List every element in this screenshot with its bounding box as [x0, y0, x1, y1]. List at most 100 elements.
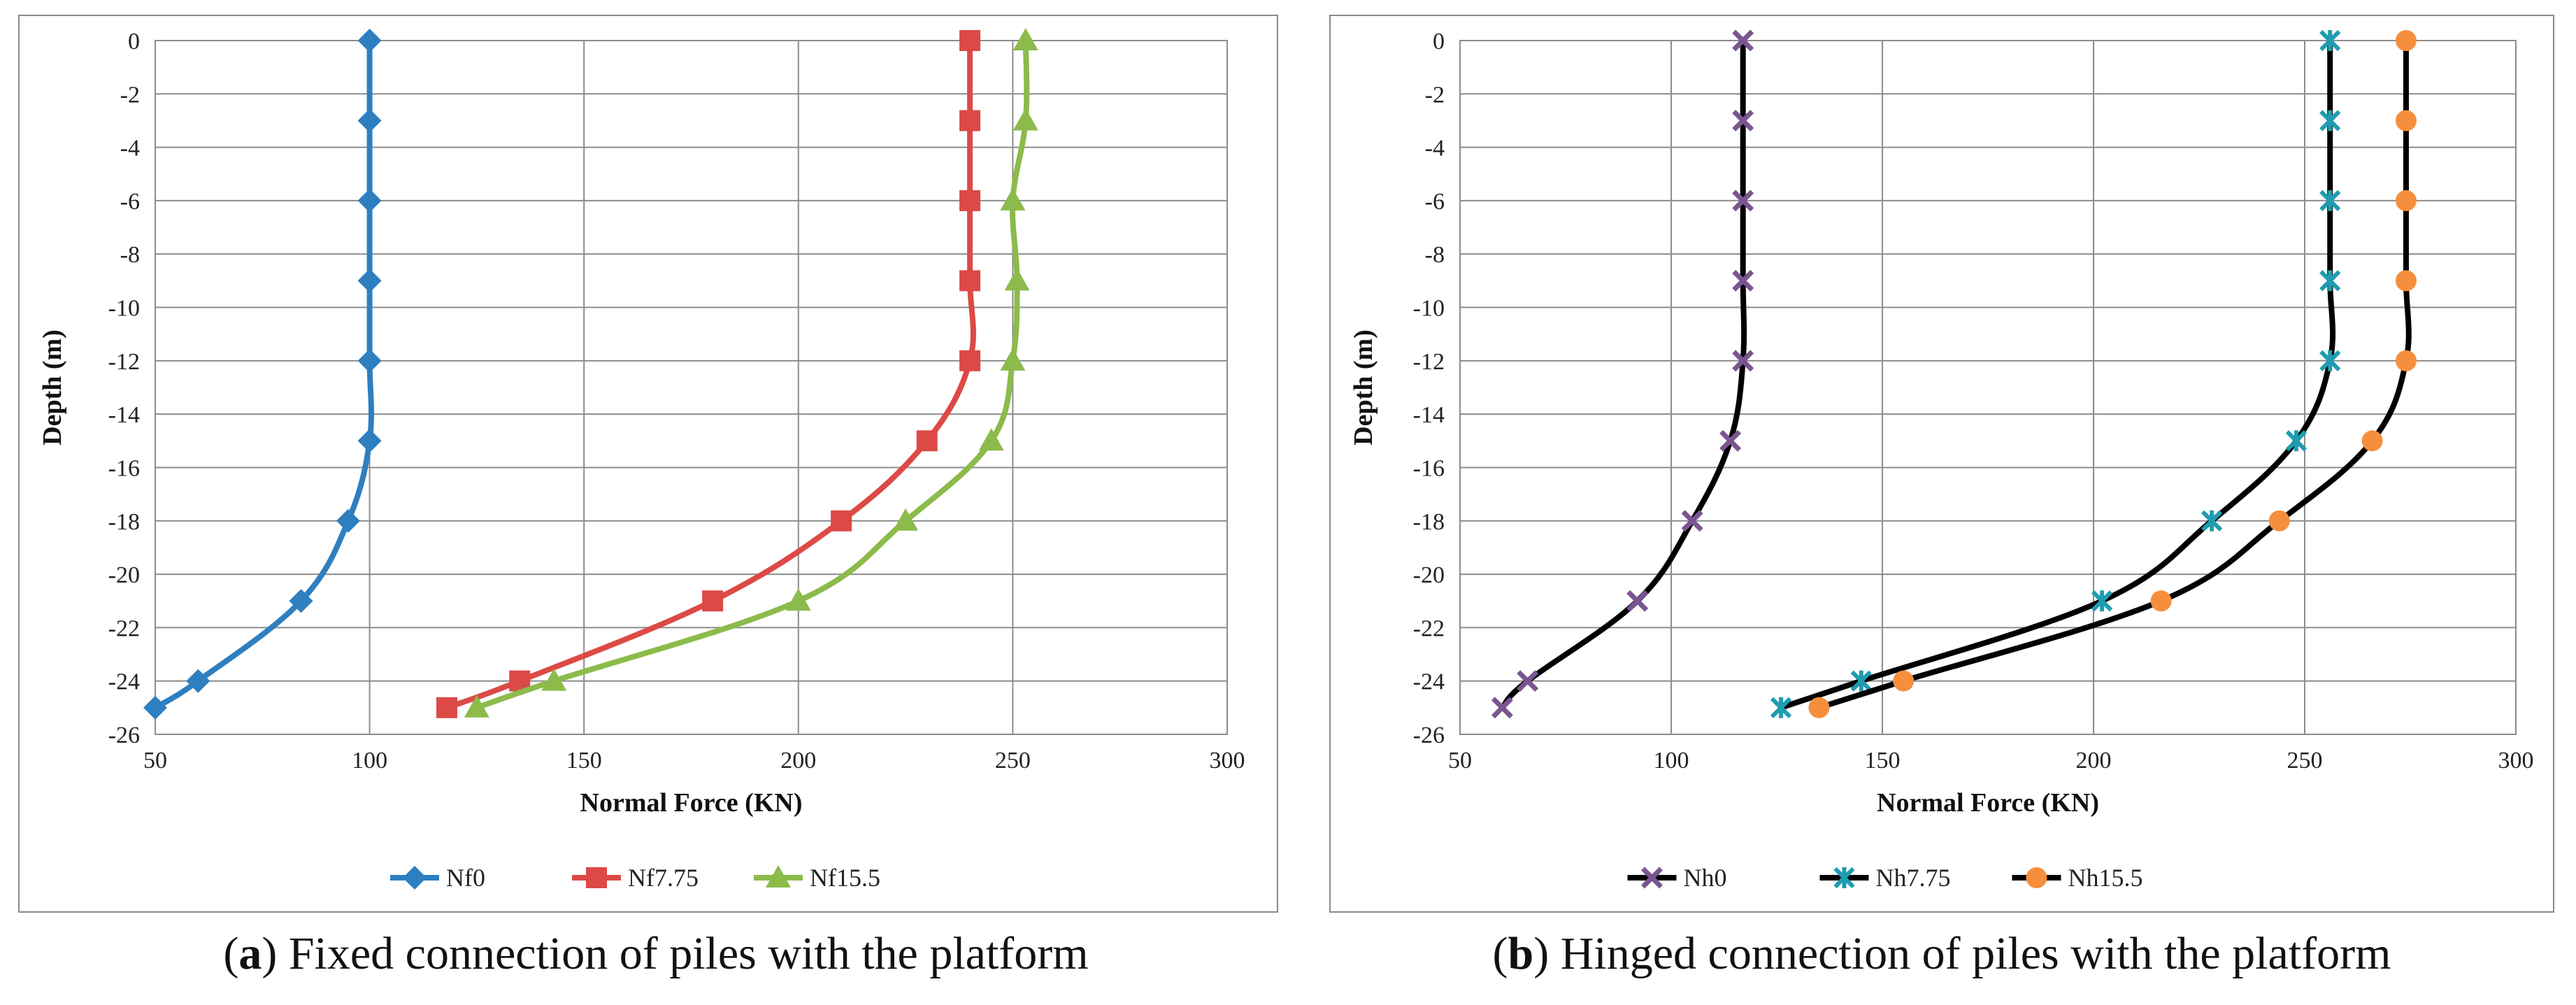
data-point — [1012, 28, 1038, 50]
data-point — [1000, 348, 1026, 371]
legend-marker — [766, 865, 791, 888]
data-point — [1808, 697, 1830, 718]
y-tick-label: -16 — [1413, 455, 1445, 481]
series-line — [152, 38, 375, 711]
data-point — [2395, 190, 2417, 211]
legend-label: Nf0 — [446, 864, 485, 892]
data-point — [2361, 430, 2383, 452]
y-tick-label: -26 — [108, 722, 140, 748]
y-tick-label: 0 — [128, 29, 140, 55]
data-point — [1681, 510, 1703, 532]
data-point — [2285, 430, 2307, 452]
x-tick-label: 150 — [1865, 748, 1901, 774]
y-tick-label: -6 — [1425, 189, 1445, 215]
data-point — [1626, 590, 1649, 612]
data-point — [289, 589, 313, 613]
data-point — [357, 269, 382, 293]
legend: Nh0 Nh7.75 Nh15.5 — [1627, 864, 2143, 892]
legend-marker — [1641, 867, 1663, 889]
data-point — [959, 30, 981, 51]
y-tick-label: -24 — [108, 669, 140, 695]
data-point — [959, 350, 981, 371]
y-tick-label: -8 — [1425, 242, 1445, 268]
caption-label: a — [238, 928, 262, 979]
caption-open-paren: ( — [1493, 928, 1508, 979]
data-point — [959, 270, 981, 292]
data-point — [2319, 270, 2341, 292]
data-point — [2201, 510, 2223, 532]
series-Nf7.75 — [436, 30, 981, 718]
data-point — [2319, 29, 2341, 52]
y-tick-label: -4 — [120, 136, 140, 162]
data-point — [2395, 270, 2417, 292]
data-point — [978, 428, 1004, 451]
series-Nf15.5 — [464, 28, 1038, 718]
series-Nh0 — [1491, 29, 1754, 719]
caption-open-paren: ( — [223, 928, 238, 979]
caption-close-paren: ) — [262, 928, 277, 979]
series-Nh15.5 — [1808, 30, 2417, 718]
y-tick-label: 0 — [1433, 29, 1445, 55]
data-point — [357, 348, 382, 373]
y-tick-label: -14 — [1413, 402, 1445, 428]
legend-marker — [586, 867, 607, 888]
x-tick-label: 50 — [1448, 748, 1472, 774]
legend: Nf0 Nf7.75 Nf15.5 — [390, 864, 880, 892]
data-point — [541, 668, 567, 691]
y-tick-label: -2 — [120, 82, 140, 108]
x-tick-label: 200 — [780, 748, 816, 774]
y-axis-title: Depth (m) — [38, 329, 67, 446]
data-point — [2319, 190, 2341, 212]
x-tick-label: 250 — [995, 748, 1031, 774]
data-point — [1732, 29, 1754, 52]
y-tick-label: -18 — [1413, 509, 1445, 535]
data-point — [2319, 110, 2341, 131]
data-point — [916, 430, 938, 452]
y-axis-title: Depth (m) — [1349, 329, 1378, 446]
y-tick-label: -18 — [108, 509, 140, 535]
y-tick-label: -10 — [1413, 296, 1445, 322]
plot-area — [1459, 40, 2517, 735]
legend-label: Nh7.75 — [1876, 864, 1951, 892]
legend-label: Nh15.5 — [2068, 864, 2143, 892]
plot-area — [155, 40, 1228, 735]
data-point — [143, 695, 167, 720]
data-point — [357, 29, 382, 52]
y-tick-label: -10 — [108, 296, 140, 322]
y-tick-label: -12 — [108, 349, 140, 375]
data-point — [357, 108, 382, 133]
data-point — [1893, 670, 1915, 692]
y-tick-label: -22 — [108, 615, 140, 641]
x-tick-label: 300 — [2498, 748, 2534, 774]
data-point — [1491, 697, 1513, 719]
data-point — [2150, 590, 2172, 612]
data-point — [831, 510, 852, 532]
y-tick-label: -20 — [1413, 562, 1445, 588]
panel-caption: (b) Hinged connection of piles with the … — [1493, 928, 2391, 979]
series-Nf0 — [143, 29, 382, 720]
y-tick-label: -8 — [120, 242, 140, 268]
y-tick-label: -16 — [108, 455, 140, 481]
data-point — [959, 190, 981, 211]
panel-caption: (a) Fixed connection of piles with the p… — [223, 928, 1088, 979]
data-point — [2319, 350, 2341, 371]
legend-label: Nh0 — [1684, 864, 1727, 892]
data-point — [1732, 190, 1754, 212]
x-tick-label: 250 — [2287, 748, 2323, 774]
series-line — [1499, 38, 1747, 711]
data-point — [357, 188, 382, 213]
legend-label: Nf7.75 — [628, 864, 699, 892]
data-point — [1732, 269, 1754, 292]
x-tick-label: 100 — [1654, 748, 1689, 774]
x-tick-label: 100 — [352, 748, 387, 774]
y-tick-label: -20 — [108, 562, 140, 588]
data-point — [2091, 590, 2113, 612]
data-point — [2395, 30, 2417, 51]
x-tick-label: 50 — [143, 748, 167, 774]
legend-marker — [403, 866, 427, 890]
data-point — [2395, 350, 2417, 371]
y-tick-label: -24 — [1413, 669, 1445, 695]
legend-marker — [2026, 867, 2047, 888]
caption-text: Hinged connection of piles with the plat… — [1549, 928, 2391, 979]
